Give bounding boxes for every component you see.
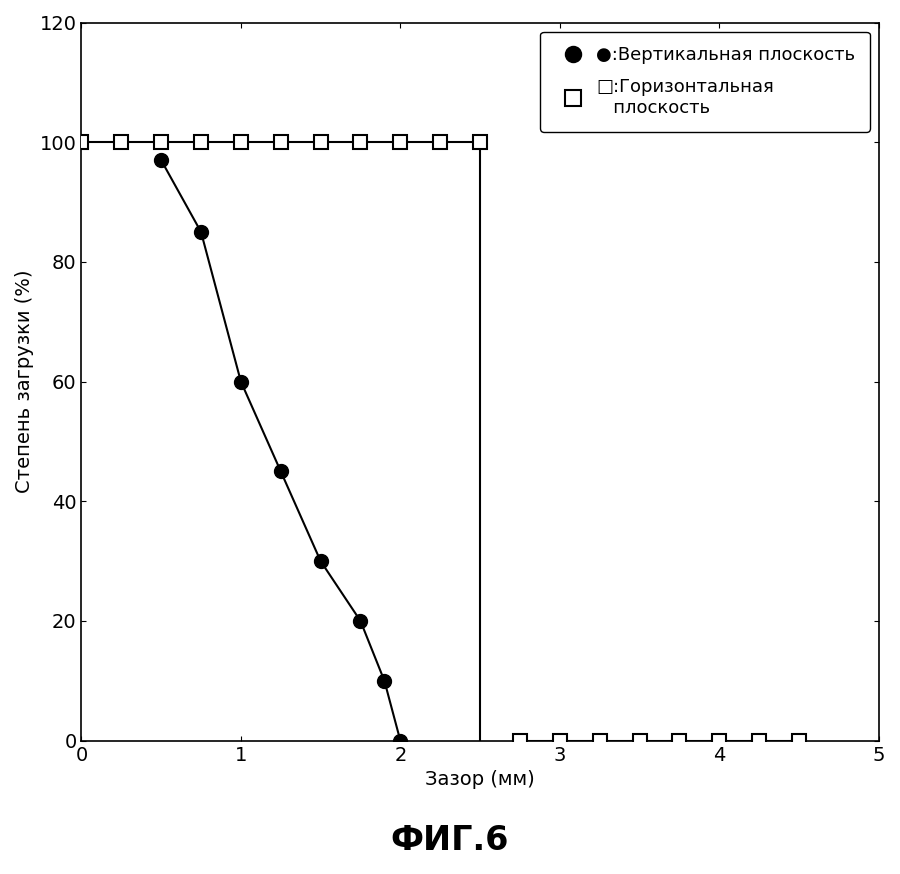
Legend: ●:Вертикальная плоскость, □:Горизонтальная
   плоскость: ●:Вертикальная плоскость, □:Горизонтальн… [540,31,869,132]
Y-axis label: Степень загрузки (%): Степень загрузки (%) [15,270,34,493]
Text: ФИГ.6: ФИГ.6 [391,823,509,857]
X-axis label: Зазор (мм): Зазор (мм) [425,770,535,789]
